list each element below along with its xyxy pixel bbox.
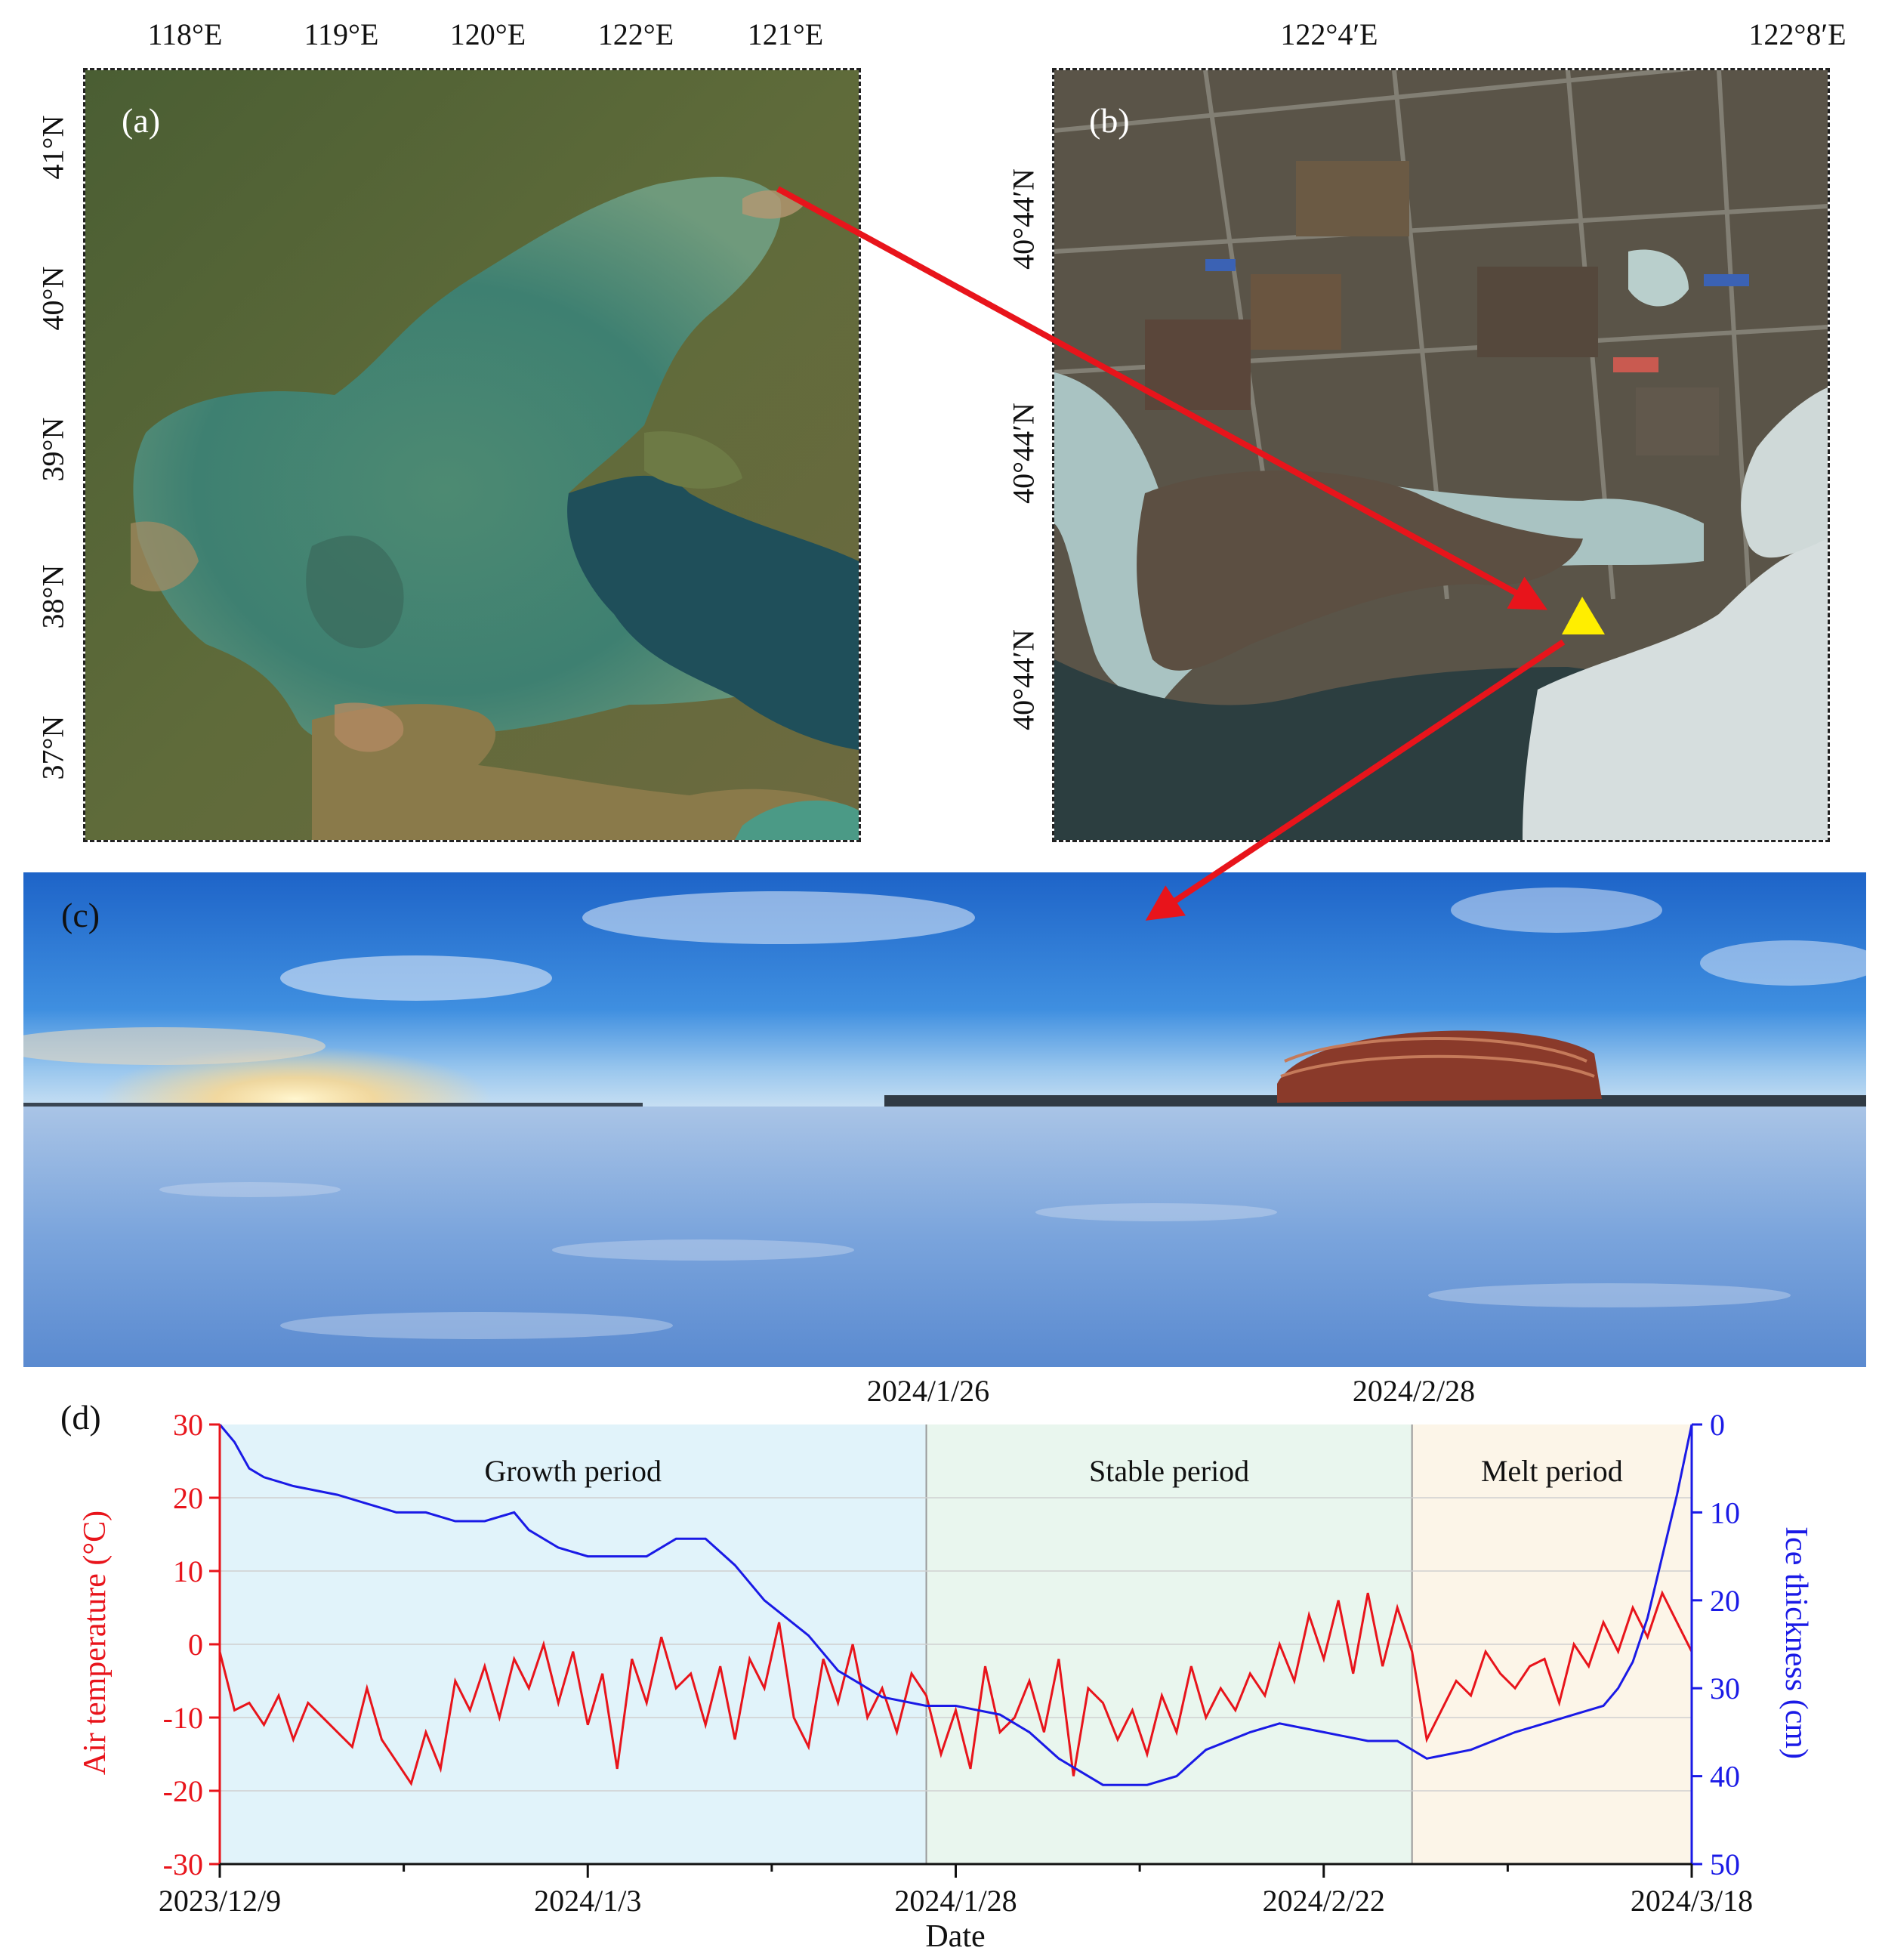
satellite-image-b: [1054, 70, 1828, 840]
ice-thickness-line: [218, 1424, 1693, 1786]
map-bohai-sea: (a): [83, 68, 861, 842]
x-tick-label: 2023/12/9: [159, 1884, 281, 1918]
lon-tick-a-2: 119°E: [304, 17, 379, 51]
left-tick-label: 30: [173, 1408, 203, 1442]
left-tick-label: 10: [173, 1554, 203, 1588]
grid-lines: [220, 1497, 1692, 1792]
period-label-1: Stable period: [1089, 1454, 1249, 1488]
left-tick-label: -10: [163, 1701, 203, 1735]
arrow-b-to-c: [1145, 639, 1566, 921]
left-tick-label: -30: [163, 1847, 203, 1881]
chart-axes: 30 20 10 0 -10 -20 -30 0 10 20 30 40 50 2023/12/9 2024…: [159, 1408, 1753, 1918]
lon-tick-b-2: 122°8′E: [1748, 17, 1847, 51]
lon-tick-b-1: 122°4′E: [1280, 17, 1378, 51]
lon-tick-a-5: 121°E: [747, 17, 824, 51]
panel-b-label: (b): [1089, 101, 1130, 140]
lon-tick-a-3: 120°E: [449, 17, 526, 51]
temperature-thickness-chart: Growth period Stable period Melt period 30…: [159, 1408, 1753, 1918]
arrow-a-to-b: [776, 186, 1548, 610]
period-label-0: Growth period: [485, 1454, 662, 1488]
date-label-stable-start: 2024/1/26: [866, 1374, 990, 1408]
panorama-photo: (c): [23, 872, 1866, 1367]
lon-tick-a-1: 118°E: [147, 17, 223, 51]
panel-c-label: (c): [61, 896, 100, 934]
right-tick-label: 10: [1710, 1495, 1740, 1529]
right-tick-label: 20: [1710, 1584, 1740, 1618]
period-label-2: Melt period: [1481, 1454, 1623, 1488]
site-marker-icon: [1562, 597, 1605, 634]
air-temperature-line: [218, 1590, 1693, 1786]
right-axis-title: Ice thickness (cm): [1779, 1526, 1813, 1759]
sea-ice-panorama: [23, 872, 1866, 1367]
panel-a-label: (a): [122, 101, 161, 140]
lon-tick-a-4: 122°E: [597, 17, 674, 51]
right-tick-label: 40: [1710, 1760, 1740, 1794]
x-tick-label: 2024/1/28: [894, 1884, 1017, 1918]
left-tick-label: 0: [188, 1628, 203, 1662]
left-tick-label: 20: [173, 1481, 203, 1515]
x-tick-label: 2024/2/22: [1263, 1884, 1385, 1918]
map-study-site: (b): [1052, 68, 1830, 842]
date-label-melt-start: 2024/2/28: [1352, 1374, 1476, 1408]
satellite-image-a: [85, 70, 859, 840]
right-tick-label: 50: [1710, 1847, 1740, 1881]
right-tick-label: 0: [1710, 1408, 1725, 1442]
arrow-overlay: [776, 186, 1605, 921]
left-axis-title: Air temperature (°C): [78, 1510, 113, 1776]
x-tick-label: 2024/1/3: [534, 1884, 641, 1918]
right-tick-label: 30: [1710, 1671, 1740, 1705]
x-tick-label: 2024/3/18: [1631, 1884, 1753, 1918]
x-axis-title: Date: [925, 1919, 986, 1954]
panel-d-label: (d): [60, 1398, 101, 1437]
period-labels: Growth period Stable period Melt period: [485, 1454, 1623, 1488]
left-tick-label: -20: [163, 1774, 203, 1808]
